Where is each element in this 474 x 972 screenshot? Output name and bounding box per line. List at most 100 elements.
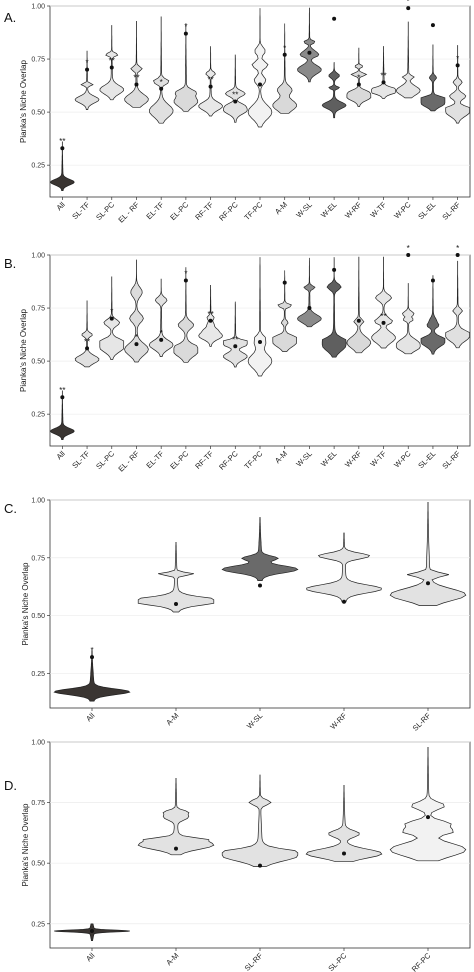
- violin-shape: [272, 23, 297, 114]
- significance-marker: *: [456, 244, 459, 253]
- x-tick-label: A-M: [164, 711, 180, 727]
- violin-shape: [49, 141, 75, 191]
- significance-marker: *: [283, 44, 286, 53]
- y-tick-label: 1.00: [31, 4, 45, 11]
- violin-shape: [99, 25, 124, 101]
- violin-shape: [124, 20, 149, 108]
- x-tick-label: RF-TF: [193, 200, 215, 222]
- significance-marker: **: [232, 335, 238, 344]
- violin-shape: [346, 47, 372, 107]
- x-tick-label: EL-PC: [168, 200, 190, 222]
- violin-shape: [420, 275, 446, 355]
- panel-label: A.: [4, 10, 16, 25]
- observed-point: [109, 316, 114, 321]
- x-tick-label: All: [84, 711, 96, 723]
- significance-marker: *: [90, 646, 93, 655]
- significance-marker: **: [207, 76, 213, 85]
- observed-point: [208, 84, 213, 89]
- x-tick-label: W-RF: [343, 449, 363, 469]
- x-tick-label: W-EL: [319, 449, 339, 469]
- y-axis-title: Pianka's Niche Overlap: [21, 562, 30, 645]
- observed-point: [307, 306, 312, 311]
- x-tick-label: EL - RF: [116, 200, 141, 225]
- observed-point: [159, 86, 164, 91]
- violin-shape: [445, 260, 470, 349]
- observed-point: [342, 851, 346, 856]
- violin-shape: [198, 46, 223, 117]
- violin-shape: [173, 267, 199, 363]
- y-tick-label: 0.75: [31, 555, 45, 562]
- observed-point: [282, 52, 287, 57]
- violin-shape: [124, 259, 149, 363]
- observed-point: [183, 278, 188, 283]
- observed-point: [233, 99, 238, 104]
- x-tick-label: All: [84, 951, 96, 963]
- violin-shape: [173, 23, 199, 112]
- observed-point: [381, 320, 386, 325]
- observed-point: [332, 16, 337, 21]
- violin-shape: [49, 390, 75, 440]
- y-axis-title: Pianka's Niche Overlap: [19, 309, 28, 392]
- observed-point: [356, 318, 361, 323]
- x-tick-label: All: [55, 449, 67, 461]
- x-tick-label: W-SL: [294, 200, 314, 220]
- violin-shape: [395, 283, 421, 355]
- y-tick-label: 0.25: [31, 671, 45, 678]
- observed-point: [342, 599, 346, 604]
- x-tick-label: W-TF: [368, 200, 388, 220]
- observed-point: [109, 65, 114, 70]
- x-tick-label: SL-RF: [440, 449, 462, 471]
- y-axis-title: Pianka's Niche Overlap: [21, 803, 30, 886]
- observed-point: [426, 581, 430, 586]
- x-tick-label: SL-TF: [70, 449, 91, 470]
- y-axis-title: Pianka's Niche Overlap: [19, 60, 28, 143]
- x-tick-label: SL-PC: [326, 951, 348, 972]
- violin-shape: [297, 257, 322, 328]
- violin-shape: [305, 784, 383, 863]
- significance-marker: **: [207, 310, 213, 319]
- x-tick-label: W-PC: [392, 449, 413, 470]
- panel-4: 0.25 0.50 0.75 1.00 D. Pianka's Niche Overlap…: [4, 740, 471, 972]
- x-tick-label: SL-TF: [70, 200, 91, 221]
- violin-shape: [395, 21, 421, 99]
- violin-shape: [346, 256, 372, 354]
- x-tick-label: SL-PC: [94, 449, 116, 471]
- violin-shape: [221, 774, 299, 867]
- x-tick-label: W-SL: [294, 449, 314, 469]
- x-tick-label: RF-TF: [193, 449, 215, 471]
- x-tick-label: SL-PC: [94, 200, 116, 222]
- x-tick-label: EL-PC: [168, 449, 190, 471]
- significance-marker: *: [357, 74, 360, 83]
- x-tick-label: A-M: [273, 200, 289, 216]
- violin-shape: [445, 45, 470, 124]
- x-tick-label: EL-TF: [144, 449, 165, 470]
- y-tick-label: 1.00: [31, 498, 45, 505]
- observed-point: [90, 655, 94, 660]
- violin-shape: [389, 747, 467, 862]
- significance-marker: *: [184, 269, 187, 278]
- y-tick-label: 0.25: [31, 921, 45, 928]
- significance-marker: *: [85, 59, 88, 68]
- panel-label: C.: [4, 501, 17, 516]
- x-tick-label: TF-PC: [242, 200, 264, 222]
- observed-point: [60, 146, 65, 151]
- violin-shape: [53, 649, 131, 702]
- significance-marker: **: [59, 386, 65, 395]
- violin-shape: [223, 54, 248, 123]
- observed-point: [406, 6, 411, 11]
- observed-point: [159, 337, 164, 342]
- violin-shape: [321, 257, 347, 358]
- x-tick-label: SL-RF: [411, 711, 433, 733]
- x-tick-label: EL-TF: [144, 200, 165, 221]
- significance-marker: **: [133, 74, 139, 83]
- significance-marker: *: [110, 308, 113, 317]
- panel-2: 0.25 0.50 0.75 1.00 B. Pianka's Niche Overlap…: [4, 244, 471, 473]
- violin-0: * All: [53, 646, 131, 723]
- observed-point: [60, 395, 65, 400]
- observed-point: [381, 80, 386, 85]
- y-tick-label: 0.50: [31, 861, 45, 868]
- y-tick-label: 1.00: [31, 740, 45, 747]
- significance-marker: **: [59, 137, 65, 146]
- observed-point: [174, 602, 178, 606]
